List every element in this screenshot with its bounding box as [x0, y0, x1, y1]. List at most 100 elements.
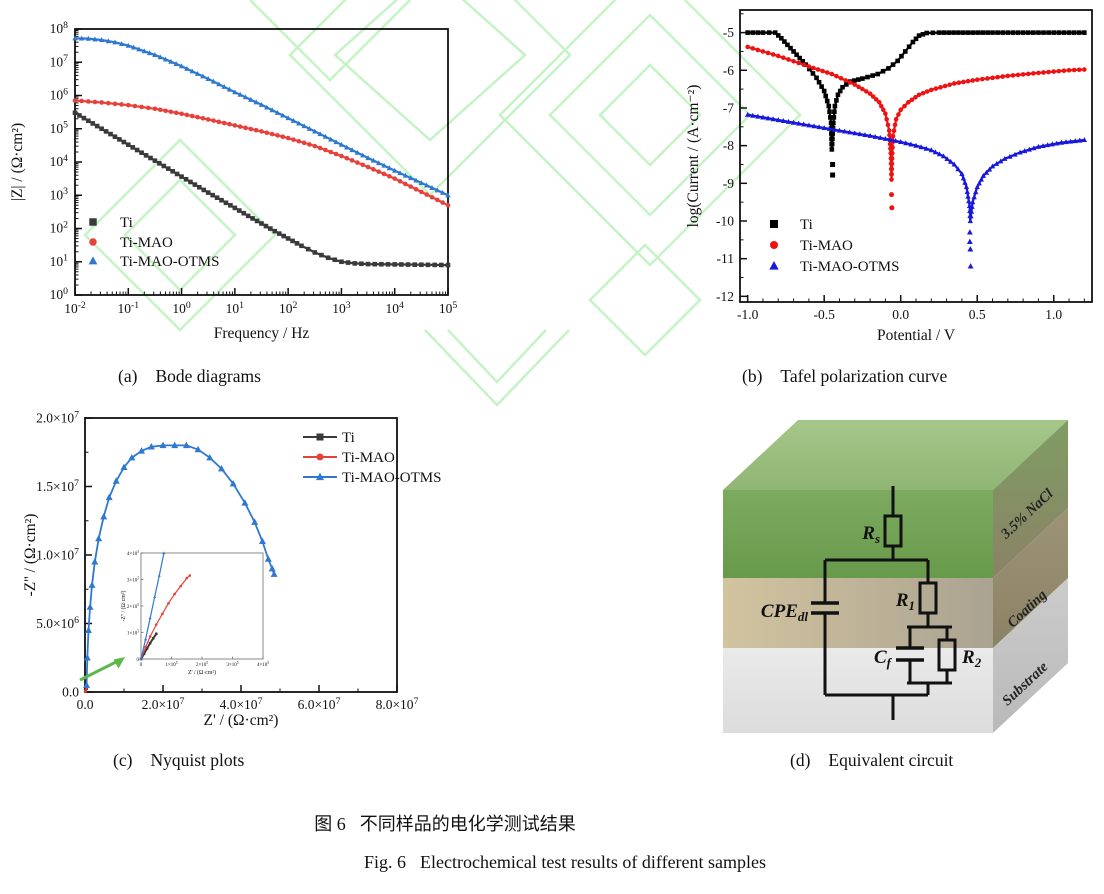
- svg-text:3×105: 3×105: [226, 661, 238, 668]
- inset-pointer-arrow-icon: [79, 657, 125, 682]
- watermark-chevron-icon: [447, 329, 547, 384]
- inset-series-Ti-MAO-OTMS: [139, 551, 166, 661]
- svg-text:0.5: 0.5: [969, 307, 986, 322]
- svg-text:-12: -12: [716, 289, 734, 304]
- bode-legend-label: Ti: [120, 215, 133, 231]
- bode-series-Ti-MAO: [72, 98, 451, 208]
- panel-title-d: Equivalent circuit: [828, 750, 954, 770]
- panel-tag-a: (a): [118, 366, 138, 386]
- svg-text:100: 100: [172, 300, 191, 316]
- resistor-r1: [918, 581, 938, 615]
- svg-text:0.0: 0.0: [892, 307, 909, 322]
- svg-text:103: 103: [50, 186, 69, 202]
- svg-text:2.0×107: 2.0×107: [142, 696, 185, 712]
- label-cf: Cf: [874, 647, 893, 670]
- panel-title-a: Bode diagrams: [155, 366, 261, 386]
- svg-text:-9: -9: [723, 176, 734, 191]
- svg-text:102: 102: [279, 300, 298, 316]
- svg-text:-8: -8: [723, 138, 734, 153]
- svg-text:-6: -6: [723, 63, 734, 78]
- svg-text:0.0: 0.0: [77, 697, 94, 712]
- circuit: [811, 486, 957, 720]
- svg-text:-7: -7: [723, 100, 734, 115]
- svg-text:10-1: 10-1: [117, 300, 139, 316]
- svg-text:0: 0: [140, 663, 143, 668]
- svg-text:2.0×107: 2.0×107: [36, 409, 79, 425]
- nyquist-legend-label: Ti-MAO-OTMS: [342, 470, 441, 486]
- svg-text:1×105: 1×105: [165, 661, 177, 668]
- panel-caption-d: (d) Equivalent circuit: [790, 750, 953, 771]
- svg-text:-0.5: -0.5: [813, 307, 835, 322]
- svg-text:104: 104: [386, 300, 405, 316]
- tafel-legend-label: Ti: [800, 217, 813, 233]
- tafel-y-axis-title: log(Current / (A·cm⁻²): [685, 85, 702, 228]
- nyquist-legend-label: Ti-MAO: [342, 450, 395, 466]
- nyquist-series-Ti-MAO-OTMS: [83, 441, 278, 688]
- tafel-chart: -1.0 -0.5 0.0 0.5 1.0 -12 -11 -10 -9 -8 -7 -6 -5 Pote…: [685, 9, 1093, 344]
- panel-tag-d: (d): [790, 750, 811, 770]
- svg-text:106: 106: [50, 86, 69, 102]
- watermark-diamond-icon: [123, 178, 237, 292]
- svg-text:107: 107: [50, 53, 69, 69]
- panel-title-b: Tafel polarization curve: [780, 366, 948, 386]
- watermark-diamond-icon: [598, 63, 702, 167]
- svg-text:103: 103: [332, 300, 351, 316]
- watermark-chevron-icon: [249, 0, 411, 82]
- figure-caption-en-tag: Fig. 6: [363, 852, 406, 872]
- figure-caption-zh: 图 6 不同样品的电化学测试结果: [60, 810, 830, 836]
- svg-text:-10: -10: [716, 213, 734, 228]
- figure-caption-en: Fig. 6 Electrochemical test results of di…: [100, 852, 1030, 873]
- tafel-legend-label: Ti-MAO-OTMS: [800, 259, 899, 275]
- label-r2: R2: [961, 647, 982, 670]
- svg-text:1×105: 1×105: [127, 630, 139, 637]
- watermark-chevron-icon: [424, 329, 570, 407]
- watermark-diamond-icon: [588, 243, 702, 357]
- svg-text:4×105: 4×105: [127, 550, 139, 557]
- capacitor-cpe: [811, 601, 839, 615]
- bode-series-Ti-MAO-OTMS: [72, 35, 451, 198]
- watermark-diamond-icon: [498, 0, 802, 267]
- svg-text:2×105: 2×105: [127, 603, 139, 610]
- inset-x-axis-title: Z' / (Ω·cm²): [188, 669, 216, 676]
- panel-caption-a: (a) Bode diagrams: [118, 366, 261, 387]
- bode-series-Ti: [72, 110, 451, 268]
- svg-text:4.0×107: 4.0×107: [220, 696, 263, 712]
- svg-text:1.0×107: 1.0×107: [36, 546, 79, 562]
- svg-text:105: 105: [50, 120, 69, 136]
- bode-chart: 10-2 10-1 100 101 102 103 104 105 100 101 102 103 10…: [9, 20, 458, 342]
- figure-caption-zh-text: 不同样品的电化学测试结果: [359, 814, 576, 834]
- nyquist-y-axis-title: -Z'' / (Ω·cm²): [22, 514, 39, 597]
- nyquist-chart: 0.0 2.0×107 4.0×107 6.0×107 8.0×107 0.0 5.0×10…: [22, 409, 441, 729]
- svg-text:105: 105: [439, 300, 458, 316]
- figure-caption-en-text: Electrochemical test results of differen…: [419, 852, 767, 872]
- svg-text:-1.0: -1.0: [737, 307, 759, 322]
- label-r1: R1: [895, 590, 915, 613]
- watermark-diamond-icon: [333, 0, 527, 142]
- svg-text:8.0×107: 8.0×107: [376, 696, 419, 712]
- resistor-r2: [937, 638, 957, 672]
- svg-text:0.0: 0.0: [62, 685, 79, 700]
- svg-text:0: 0: [137, 658, 140, 663]
- panel-title-c: Nyquist plots: [150, 750, 245, 770]
- svg-text:6.0×107: 6.0×107: [298, 696, 341, 712]
- svg-text:10-2: 10-2: [64, 300, 86, 316]
- panel-caption-b: (b) Tafel polarization curve: [742, 366, 947, 387]
- svg-text:101: 101: [226, 300, 245, 316]
- bode-legend-label: Ti-MAO: [120, 235, 173, 251]
- label-cpe-dl: CPEdl: [761, 601, 808, 624]
- capacitor-cf: [896, 646, 924, 662]
- nyquist-legend-label: Ti: [342, 430, 355, 446]
- inset-series-Ti-MAO: [139, 574, 192, 661]
- svg-text:-5: -5: [723, 25, 734, 40]
- tafel-series-Ti-MAO-OTMS: [744, 111, 1088, 224]
- svg-text:1.0: 1.0: [1045, 307, 1062, 322]
- inset-y-axis-title: -Z'' / (Ω·cm²): [120, 590, 127, 621]
- watermark-diamond-icon: [83, 138, 277, 332]
- watermark-diamond-icon: [548, 13, 752, 217]
- svg-text:3×105: 3×105: [127, 577, 139, 584]
- svg-text:4×105: 4×105: [257, 661, 269, 668]
- svg-text:104: 104: [50, 153, 69, 169]
